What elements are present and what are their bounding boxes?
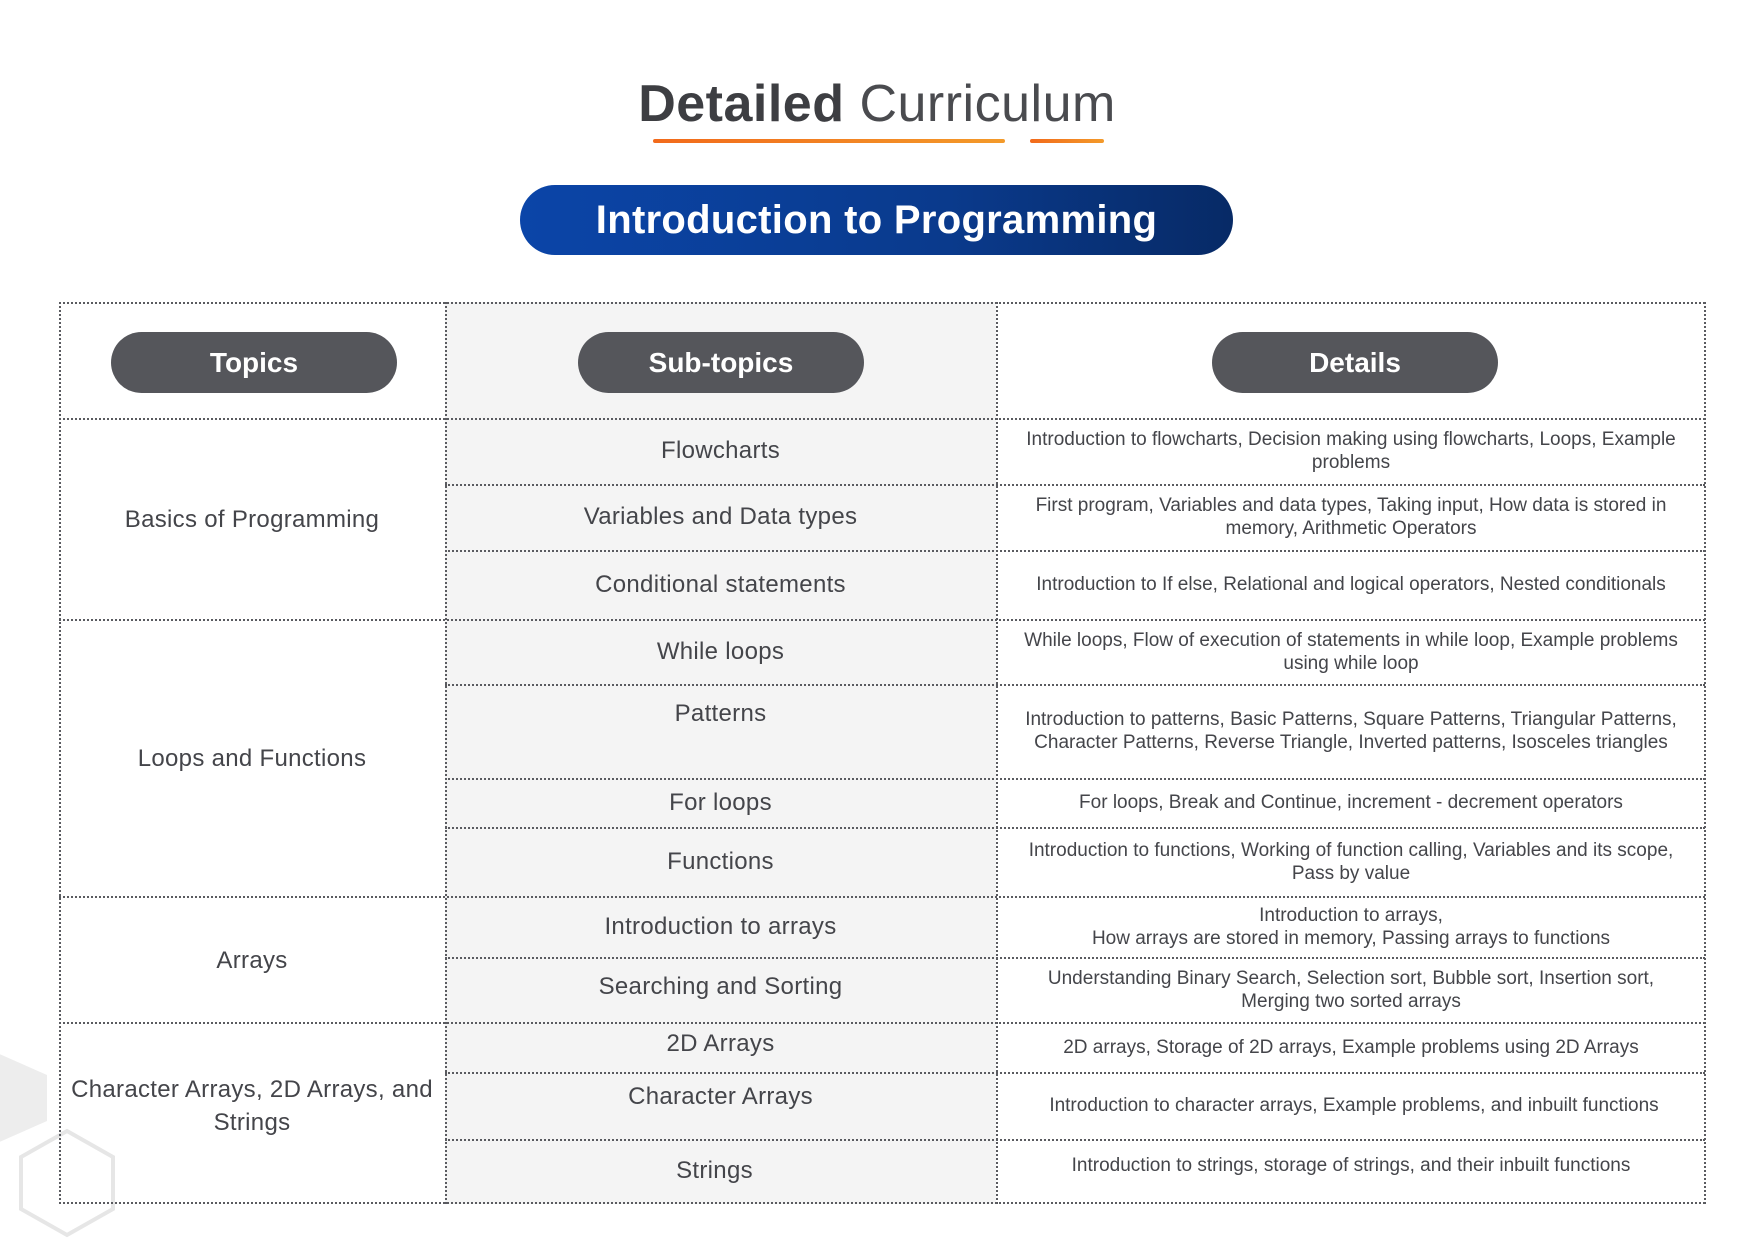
topic-divider: [59, 896, 1705, 898]
subtopic-cell: Patterns: [674, 700, 767, 727]
table-border-bottom: [59, 1202, 1705, 1204]
header-divider: [59, 418, 1705, 420]
row-divider: [445, 957, 1705, 959]
subtopic-cell: Flowcharts: [660, 437, 781, 464]
curriculum-table: Topics Sub-topics Details Basics of Prog…: [59, 302, 1706, 1204]
details-cell: Introduction to arrays, How arrays are s…: [1091, 904, 1611, 949]
row-divider: [445, 827, 1705, 829]
title-light: Curriculum: [859, 75, 1116, 133]
course-banner: Introduction to Programming: [520, 185, 1233, 255]
details-cell: For loops, Break and Continue, increment…: [1079, 792, 1623, 813]
row-divider: [445, 684, 1705, 686]
topic-cell: Arrays: [216, 946, 288, 974]
subtopic-cell: Variables and Data types: [583, 503, 858, 530]
table-border-left: [59, 302, 61, 1204]
row-divider: [445, 550, 1705, 552]
title-underline-short: [1030, 139, 1104, 143]
details-cell: Introduction to functions, Working of fu…: [1028, 839, 1674, 884]
details-cell: Introduction to strings, storage of stri…: [1071, 1154, 1631, 1176]
subtopics-column-shade: [445, 302, 996, 1204]
topic-divider: [59, 619, 1705, 621]
topic-divider: [59, 1022, 1705, 1024]
row-divider: [445, 1072, 1705, 1074]
column-divider-1: [445, 302, 447, 1204]
topic-cell: Basics of Programming: [124, 506, 380, 533]
details-cell: Introduction to character arrays, Exampl…: [1049, 1095, 1659, 1116]
subtopic-cell: Functions: [667, 847, 774, 875]
table-border-top: [59, 302, 1705, 304]
row-divider: [445, 1139, 1705, 1141]
table-border-right: [1704, 302, 1706, 1204]
row-divider: [445, 484, 1705, 486]
header-topics: Topics: [111, 332, 397, 393]
topic-cell: Loops and Functions: [137, 745, 367, 772]
header-subtopics: Sub-topics: [578, 332, 864, 393]
page-title: Detailed Curriculum: [0, 72, 1754, 136]
details-cell: Understanding Binary Search, Selection s…: [1047, 967, 1655, 1012]
subtopic-cell: For loops: [669, 788, 772, 816]
subtopic-cell: Strings: [676, 1156, 753, 1184]
row-divider: [445, 778, 1705, 780]
details-cell: While loops, Flow of execution of statem…: [1024, 629, 1678, 674]
subtopic-cell: Conditional statements: [595, 570, 846, 598]
decorative-hexagon-filled-icon: [0, 1054, 47, 1142]
subtopic-cell: Searching and Sorting: [598, 973, 843, 1000]
subtopic-cell: Character Arrays: [628, 1083, 813, 1110]
subtopic-cell: 2D Arrays: [666, 1030, 775, 1057]
details-cell: 2D arrays, Storage of 2D arrays, Example…: [1063, 1036, 1639, 1058]
details-cell: Introduction to flowcharts, Decision mak…: [1026, 429, 1676, 473]
subtopic-cell: While loops: [656, 637, 785, 665]
column-divider-2: [996, 302, 998, 1204]
details-cell: Introduction to patterns, Basic Patterns…: [1025, 709, 1677, 753]
decorative-hexagon-outline-icon: [19, 1128, 115, 1238]
header-details: Details: [1212, 332, 1498, 393]
title-bold: Detailed: [638, 75, 845, 133]
subtopic-cell: Introduction to arrays: [604, 912, 837, 940]
title-underline: [653, 139, 1005, 143]
topic-cell: Character Arrays, 2D Arrays, and Strings: [71, 1076, 433, 1136]
details-cell: First program, Variables and data types,…: [1035, 495, 1667, 539]
details-cell: Introduction to If else, Relational and …: [1036, 574, 1666, 595]
